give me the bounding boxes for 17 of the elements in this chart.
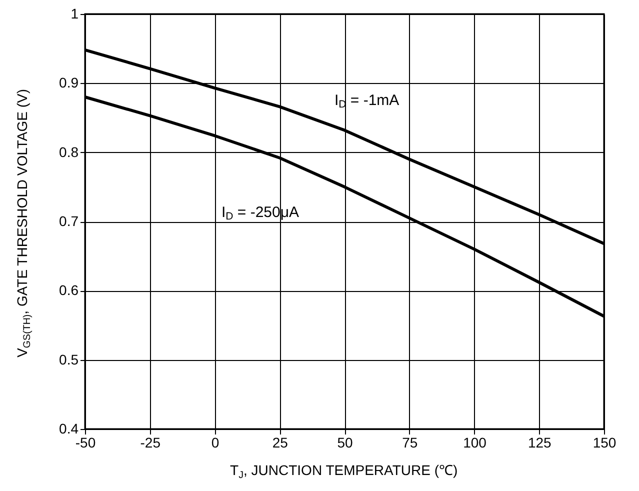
y-tick-label: 0.7	[59, 213, 79, 229]
x-tick-label: 125	[528, 434, 552, 450]
y-tick-label: 0.4	[59, 420, 79, 436]
x-tick-label: 50	[337, 434, 353, 450]
x-tick-label: -50	[75, 434, 96, 450]
y-tick-label: 0.6	[59, 282, 79, 298]
x-tick-label: -25	[140, 434, 161, 450]
y-tick-label: 0.5	[59, 351, 79, 368]
y-tick-label: 0.9	[59, 74, 79, 91]
y-axis-title: VGS(TH), GATE THRESHOLD VOLTAGE (V)	[14, 88, 34, 358]
y-tick-label: 0.8	[59, 144, 79, 160]
x-tick-label: 0	[211, 434, 220, 450]
x-tick-label: 150	[592, 434, 616, 450]
y-tick-label: 1	[70, 6, 79, 22]
x-tick-label: 25	[272, 434, 288, 450]
x-tick-label: 75	[402, 434, 418, 450]
x-tick-label: 100	[463, 434, 487, 450]
